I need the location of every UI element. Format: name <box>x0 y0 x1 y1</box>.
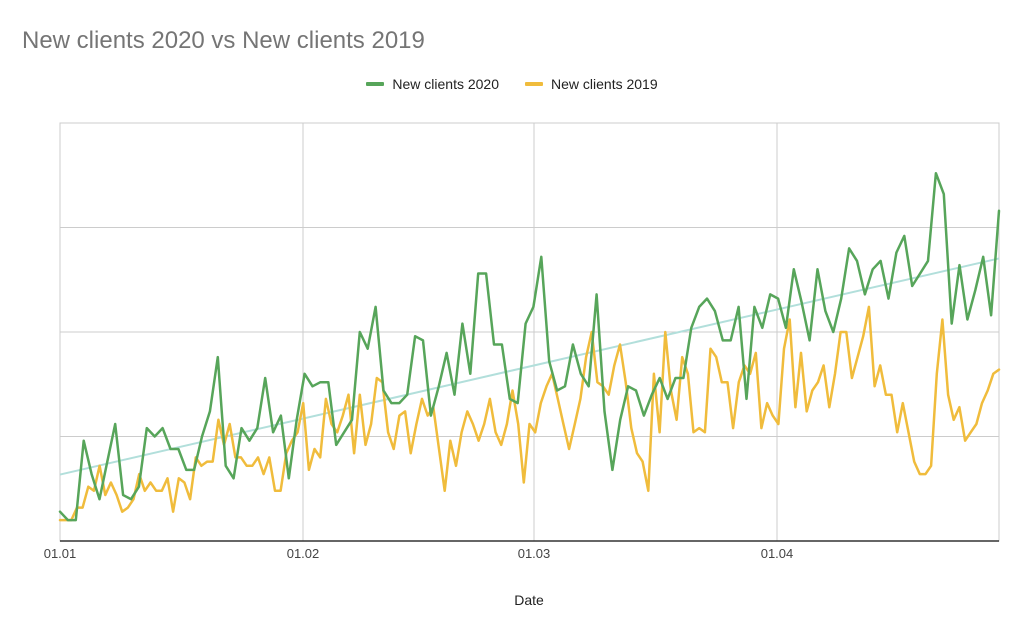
chart-title: New clients 2020 vs New clients 2019 <box>22 27 425 54</box>
legend-item-2020[interactable]: New clients 2020 <box>366 76 499 92</box>
series-layer <box>58 171 1001 522</box>
series-line-2020 <box>58 171 1001 522</box>
legend: New clients 2020 New clients 2019 <box>0 76 1024 92</box>
x-tick-label: 01.02 <box>287 546 320 561</box>
legend-swatch-2020 <box>366 82 385 86</box>
gridlines <box>59 122 1000 542</box>
legend-swatch-2019 <box>525 82 543 86</box>
x-tick-label: 01.04 <box>761 546 794 561</box>
series-line-2019 <box>58 305 1001 522</box>
x-tick-label: 01.01 <box>44 546 77 561</box>
x-axis: 01.01 01.02 01.03 01.04 <box>44 540 999 561</box>
legend-item-2019[interactable]: New clients 2019 <box>525 76 658 92</box>
x-tick-label: 01.03 <box>518 546 551 561</box>
x-axis-title: Date <box>514 592 544 608</box>
legend-label-2020: New clients 2020 <box>392 76 499 92</box>
legend-label-2019: New clients 2019 <box>551 76 658 92</box>
